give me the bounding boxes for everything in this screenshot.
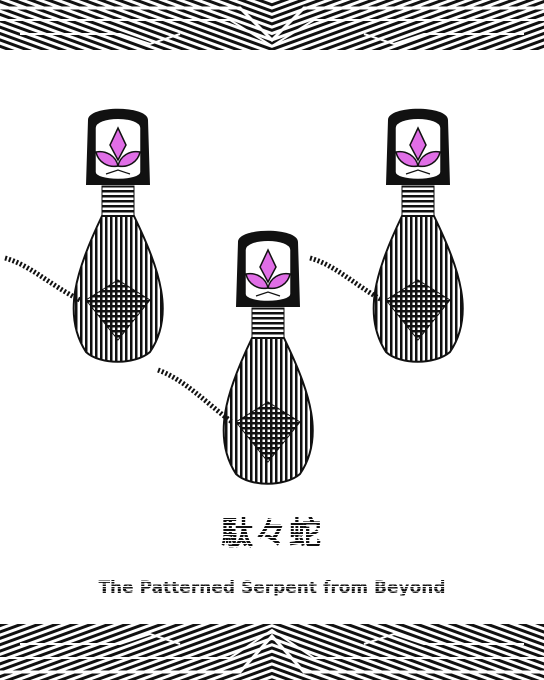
serpent-figure-left (4, 108, 164, 363)
english-title: The Patterned Serpent from Beyond (98, 578, 446, 598)
serpent-figure-center (157, 230, 314, 485)
japanese-title: 駄々蛇 (220, 514, 323, 552)
bottom-decorative-border (0, 624, 544, 680)
serpent-figure-right (309, 108, 464, 363)
top-decorative-border (0, 0, 544, 50)
